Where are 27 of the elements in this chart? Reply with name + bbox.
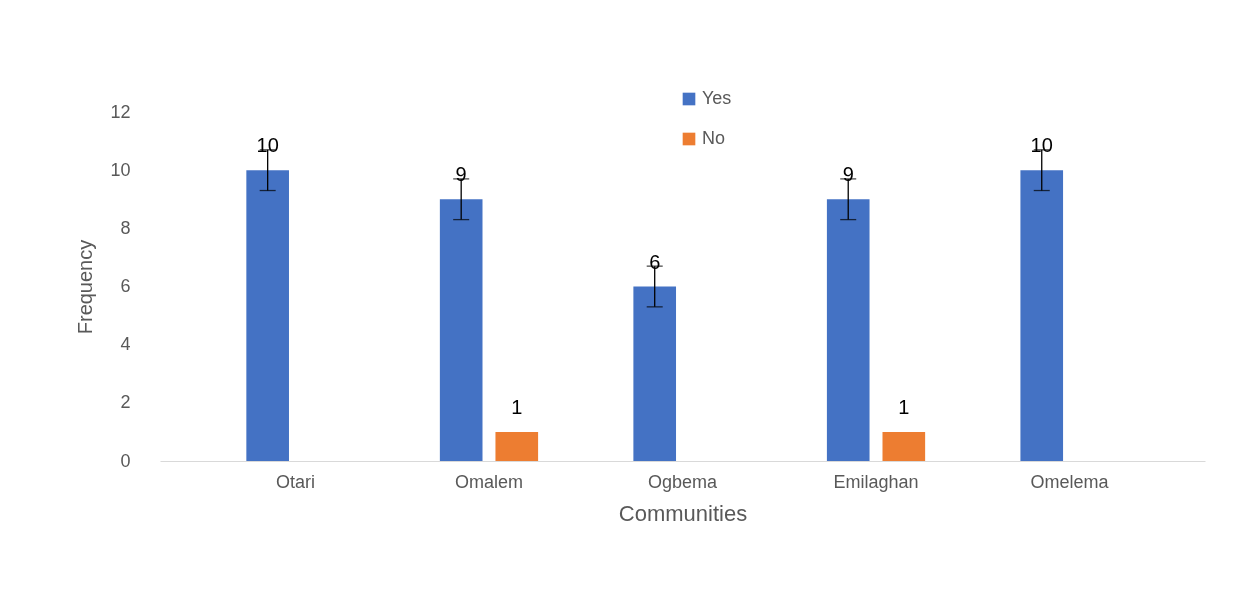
- bar: [439, 199, 483, 461]
- y-tick-label: 8: [120, 217, 131, 238]
- x-tick-label: Omalem: [454, 471, 523, 492]
- y-tick-label: 6: [120, 276, 131, 296]
- legend-label: Yes: [702, 88, 732, 108]
- data-label: 9: [842, 163, 854, 186]
- y-tick-label: 2: [120, 392, 131, 413]
- bar: [633, 286, 677, 461]
- x-tick-label: Emilaghan: [833, 471, 919, 492]
- y-tick-label: 4: [120, 334, 131, 355]
- data-label: 1: [511, 395, 523, 418]
- data-label: 9: [455, 163, 467, 186]
- y-tick-label: 10: [110, 159, 131, 180]
- y-tick-label: 0: [120, 450, 131, 471]
- y-tick-label: 12: [110, 101, 131, 122]
- legend-label: No: [702, 128, 726, 148]
- x-tick-label: Omelema: [1030, 471, 1110, 492]
- bar: [246, 170, 289, 461]
- y-axis-title: Frequency: [74, 239, 97, 335]
- data-label: 1: [898, 395, 910, 418]
- x-tick-label: Otari: [275, 471, 315, 492]
- bar: [1020, 170, 1064, 461]
- x-tick-label: Ogbema: [647, 471, 718, 492]
- x-axis-title: Communities: [618, 500, 748, 526]
- bar: [882, 431, 926, 461]
- bar: [495, 431, 539, 461]
- bar: [826, 199, 870, 461]
